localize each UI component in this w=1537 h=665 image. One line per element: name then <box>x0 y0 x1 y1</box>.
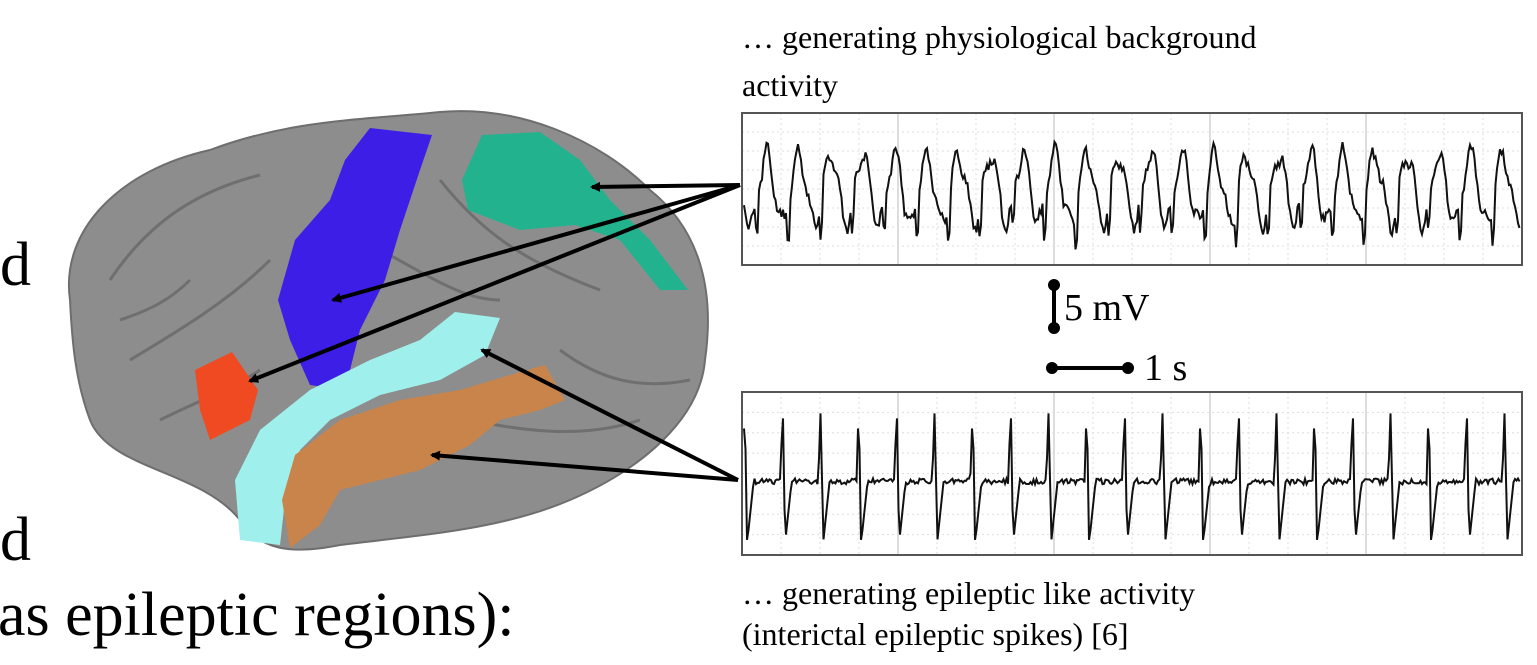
slide: d d as epileptic regions): … generating … <box>0 0 1537 665</box>
top-caption: activity <box>742 67 838 103</box>
scale-voltage: 5 mV <box>1064 287 1150 329</box>
left-text: d <box>0 506 31 574</box>
eeg-trace-normal <box>742 113 1522 265</box>
bottom-caption: … generating epileptic like activity <box>742 575 1195 611</box>
left-text: as epileptic regions): <box>0 581 515 649</box>
eeg-trace-epileptic <box>742 392 1522 555</box>
bottom-caption: (interictal epileptic spikes) [6] <box>742 616 1129 652</box>
top-caption: … generating physiological background <box>742 19 1257 55</box>
scale-time: 1 s <box>1144 347 1187 389</box>
brain-image <box>69 111 708 550</box>
left-text: d <box>0 231 31 299</box>
